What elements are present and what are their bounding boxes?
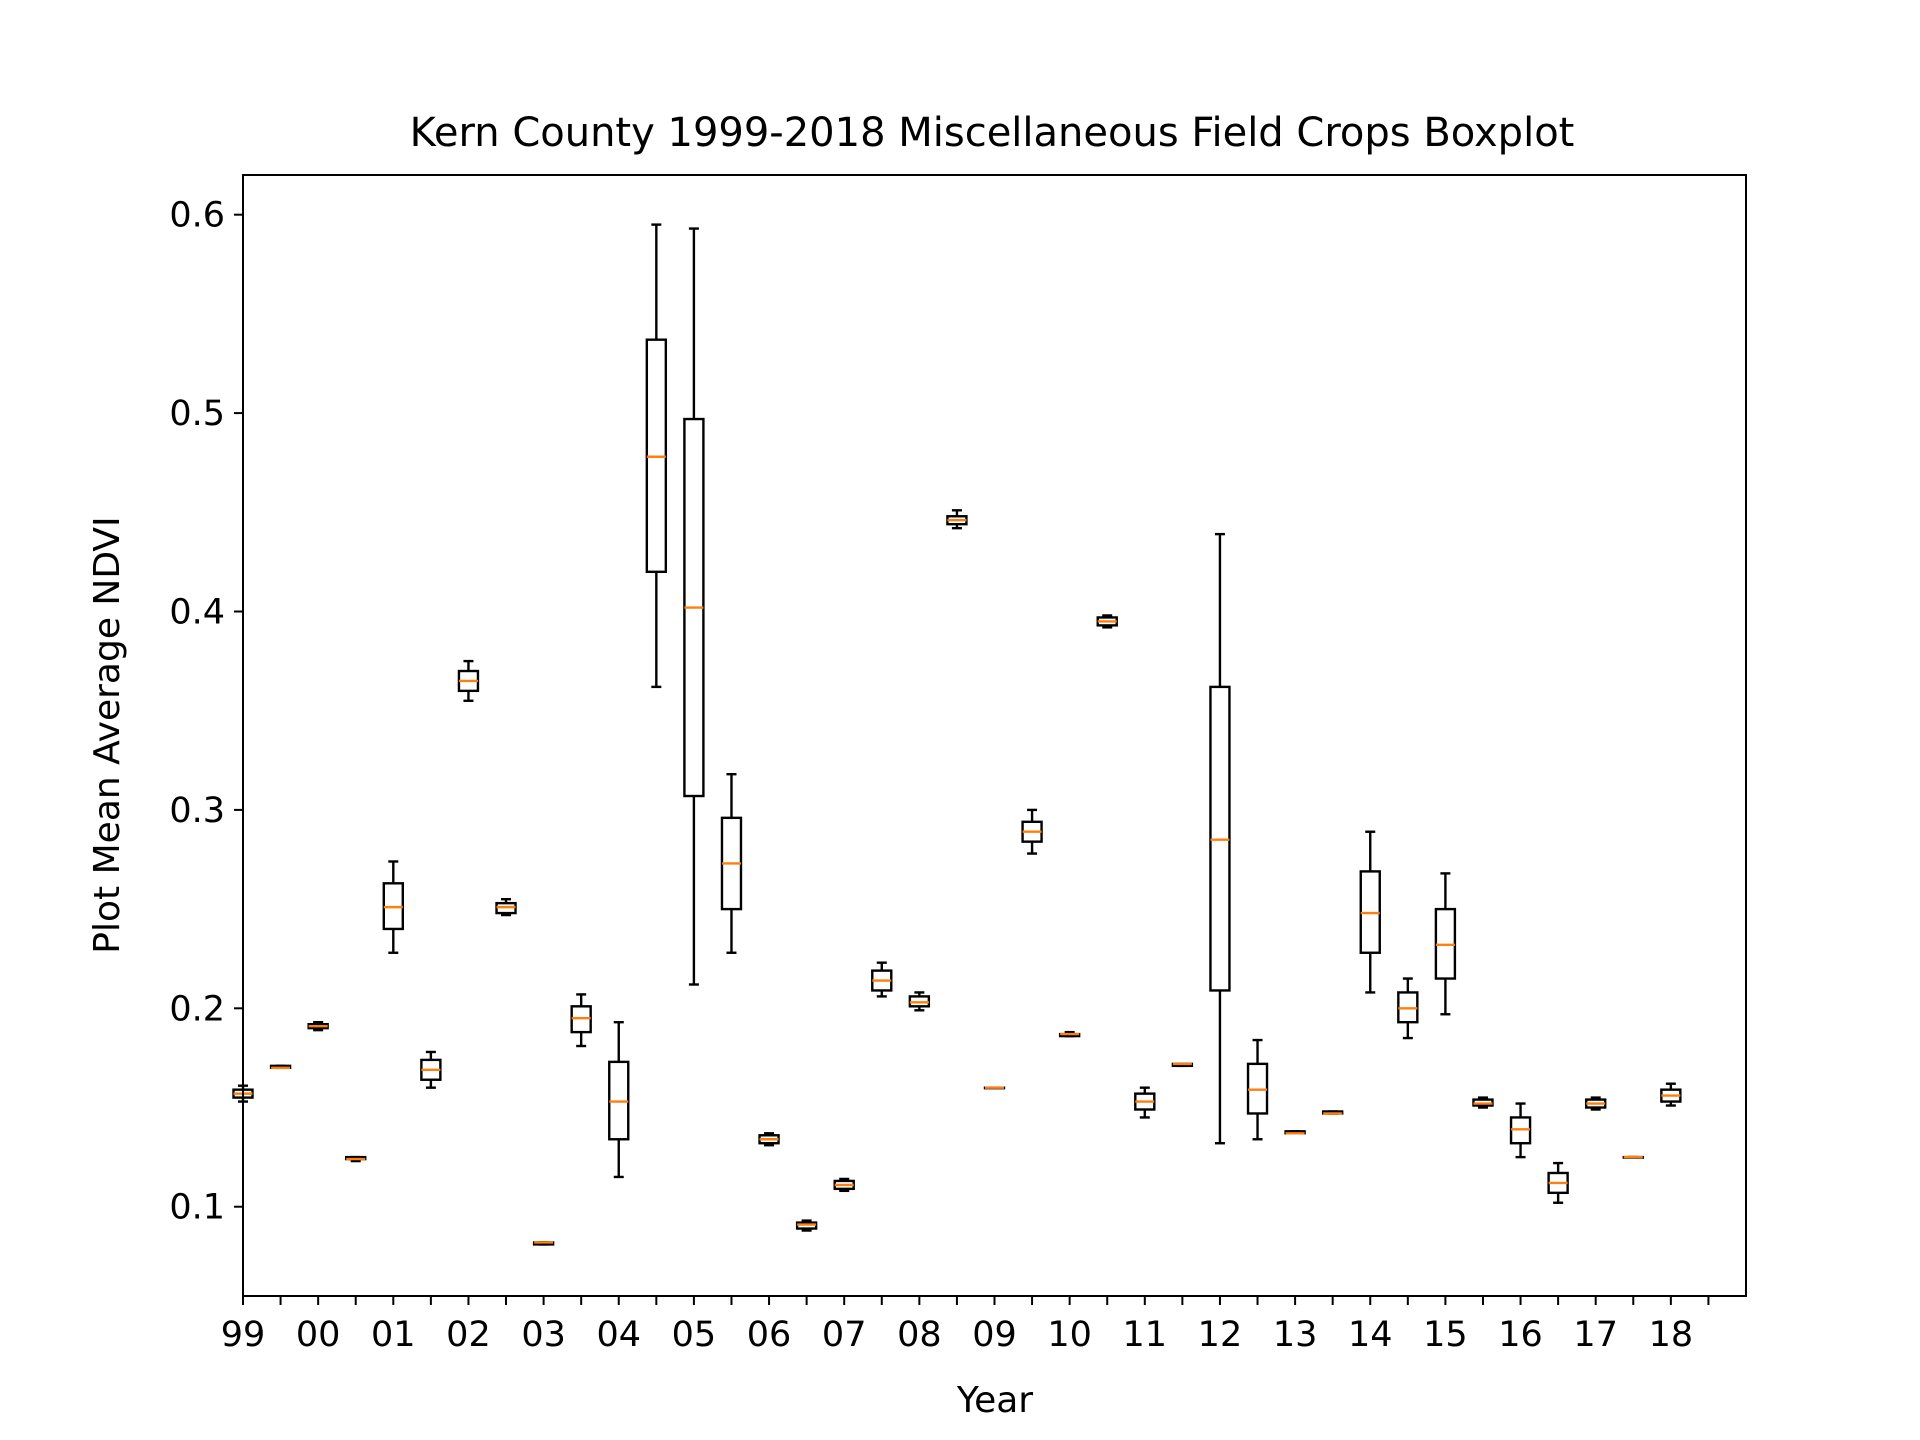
x-tick-label: 12 xyxy=(1198,1315,1243,1355)
box-group xyxy=(570,993,592,1048)
box-group xyxy=(946,509,968,530)
box-group xyxy=(345,1155,367,1163)
x-tick-label: 16 xyxy=(1498,1315,1543,1355)
box-group xyxy=(720,772,743,954)
x-tick-label: 15 xyxy=(1423,1315,1468,1355)
box-group xyxy=(1472,1096,1494,1109)
x-tick-label: 07 xyxy=(822,1315,867,1355)
box-group xyxy=(908,991,931,1012)
box-group xyxy=(1547,1161,1569,1204)
x-tick-label: 17 xyxy=(1573,1315,1618,1355)
box-group xyxy=(1246,1038,1269,1141)
chart-title: Kern County 1999-2018 Miscellaneous Fiel… xyxy=(410,110,1575,156)
box-group xyxy=(532,1241,555,1246)
y-tick-label: 0.5 xyxy=(169,394,225,434)
y-tick-label: 0.4 xyxy=(169,592,225,632)
y-tick-label: 0.2 xyxy=(169,989,225,1029)
box-group xyxy=(495,897,517,917)
box-group xyxy=(457,659,480,702)
box-group xyxy=(1171,1062,1194,1068)
x-tick-label: 18 xyxy=(1649,1315,1694,1355)
x-tick-label: 03 xyxy=(521,1315,566,1355)
box-group xyxy=(1397,977,1419,1040)
y-tick-label: 0.3 xyxy=(169,791,225,831)
box-group xyxy=(1096,614,1118,629)
x-axis: 99 00 01 02 03 04 05 06 07 08 09 10 11 12 13 14 15 16 17 18 xyxy=(221,1296,1710,1355)
box-group xyxy=(608,1020,630,1179)
box-group xyxy=(1058,1030,1081,1038)
plot-area xyxy=(232,223,1682,1246)
box-group xyxy=(683,227,705,986)
box-group xyxy=(1660,1082,1682,1107)
box-group xyxy=(1434,872,1457,1016)
x-tick-label: 06 xyxy=(747,1315,792,1355)
box-group xyxy=(382,860,404,954)
box-group xyxy=(795,1219,818,1232)
box-group xyxy=(1284,1130,1306,1135)
box-group xyxy=(833,1177,855,1193)
x-tick-label: 04 xyxy=(596,1315,641,1355)
box-group xyxy=(983,1086,1006,1090)
x-tick-label: 02 xyxy=(446,1315,491,1355)
x-tick-label: 09 xyxy=(972,1315,1017,1355)
x-tick-label: 05 xyxy=(672,1315,717,1355)
x-tick-label: 01 xyxy=(371,1315,416,1355)
y-tick-label: 0.6 xyxy=(169,196,225,236)
box-group xyxy=(1209,532,1231,1145)
x-tick-label: 00 xyxy=(296,1315,341,1355)
box-group xyxy=(269,1064,292,1070)
x-tick-label: 13 xyxy=(1273,1315,1318,1355)
box-group xyxy=(1134,1086,1156,1119)
box-group xyxy=(871,961,893,998)
box-group xyxy=(758,1132,780,1147)
y-axis: 0.1 0.2 0.3 0.4 0.5 0.6 xyxy=(169,196,243,1228)
y-tick-label: 0.1 xyxy=(169,1188,225,1228)
box-group xyxy=(1584,1096,1607,1111)
box-group xyxy=(1359,830,1381,994)
box-group xyxy=(307,1020,329,1032)
x-tick-label: 99 xyxy=(221,1315,266,1355)
box-group xyxy=(1321,1110,1344,1115)
box-group xyxy=(420,1050,442,1089)
x-tick-label: 08 xyxy=(897,1315,942,1355)
box-group xyxy=(1509,1102,1532,1159)
box-group xyxy=(1622,1155,1644,1159)
x-tick-label: 14 xyxy=(1348,1315,1393,1355)
box-group xyxy=(1021,808,1043,855)
plot-frame xyxy=(242,174,1747,1297)
y-axis-label: Plot Mean Average NDVI xyxy=(87,516,128,953)
x-tick-label: 10 xyxy=(1047,1315,1092,1355)
x-axis-label: Year xyxy=(956,1380,1033,1421)
box-group xyxy=(645,223,668,689)
x-tick-label: 11 xyxy=(1123,1315,1168,1355)
